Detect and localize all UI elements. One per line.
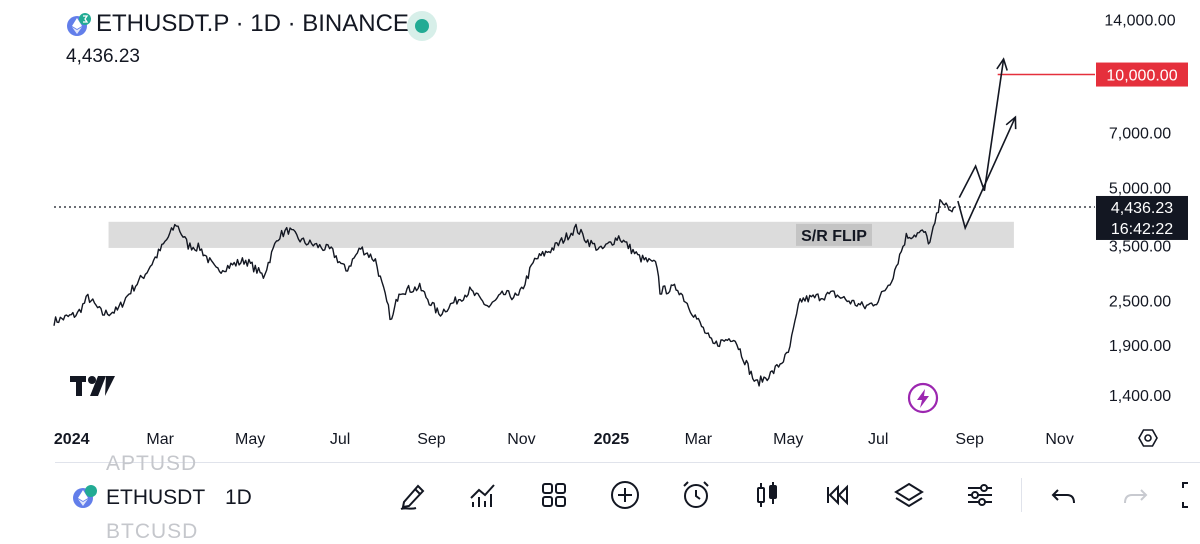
y-tick-label: 1,900.00 (1109, 338, 1171, 355)
sr-zone (108, 221, 1014, 248)
y-tick-label: 7,000.00 (1109, 126, 1171, 143)
x-tick-label: 2025 (594, 431, 630, 448)
x-tick-label: Nov (507, 431, 535, 448)
last-price-label-bg (1096, 195, 1188, 240)
x-tick-label: Sep (955, 431, 984, 448)
sr-zone-label: S/R FLIP (801, 228, 867, 245)
x-tick-label: Nov (1045, 431, 1073, 448)
toolbar-vertical-divider (1021, 478, 1022, 512)
projection-path-1 (958, 58, 1005, 198)
market-status-icon (407, 11, 437, 41)
price-series-line (53, 198, 956, 387)
tradingview-logo-icon (70, 372, 118, 403)
pencil-icon[interactable] (396, 478, 430, 512)
settings-icon[interactable] (963, 478, 997, 512)
y-tick-label: 5,000.00 (1109, 180, 1171, 197)
projection-arrowhead-1 (996, 57, 1008, 71)
x-tick-label: May (773, 431, 803, 448)
projection-path-2 (957, 116, 1017, 231)
projection-arrowhead-2 (1005, 115, 1017, 130)
x-tick-label: Mar (685, 431, 713, 448)
x-tick-label: May (235, 431, 265, 448)
layouts-icon[interactable] (537, 478, 571, 512)
eth-logo-icon (66, 12, 92, 38)
y-tick-label: 2,500.00 (1109, 293, 1171, 310)
x-tick-label: 2024 (54, 431, 90, 448)
x-tick-label: Jul (330, 431, 350, 448)
toolbar-divider (55, 462, 1200, 463)
replay-icon[interactable] (821, 478, 855, 512)
add-icon[interactable] (608, 478, 642, 512)
y-tick-label: 14,000.00 (1104, 13, 1175, 30)
y-tick-label: 3,500.00 (1109, 239, 1171, 256)
redo-icon[interactable] (1118, 478, 1152, 512)
toolbar-eth-icon (72, 484, 98, 510)
x-tick-label: Jul (868, 431, 888, 448)
toolbar-symbol[interactable]: ETHUSDT (106, 486, 206, 509)
axis-settings-icon-center (1144, 434, 1152, 442)
x-tick-label: Mar (146, 431, 174, 448)
undo-icon[interactable] (1047, 478, 1081, 512)
ghost-symbol-above: APTUSD (106, 452, 198, 475)
x-tick-label: Sep (417, 431, 446, 448)
last-price-value: 4,436.23 (66, 46, 140, 67)
target-price-label: 10,000.00 (1106, 68, 1177, 85)
sr-zone-label-bg (796, 223, 873, 246)
symbol-title[interactable]: ETHUSDT.P · 1D · BINANCE (96, 10, 409, 37)
bottom-toolbar (0, 462, 1200, 532)
layers-icon[interactable] (892, 478, 926, 512)
price-chart[interactable]: S/R FLIP 14,000.00 7,000.00 5,000.00 3,500.… (0, 0, 1200, 460)
fullscreen-icon[interactable] (1180, 478, 1200, 512)
bar-countdown-label: 16:42:22 (1111, 221, 1173, 238)
last-price-label: 4,436.23 (1111, 200, 1173, 217)
axis-settings-icon[interactable] (1138, 429, 1158, 447)
toolbar-interval[interactable]: 1D (225, 486, 252, 509)
ghost-symbol-below: BTCUSD (106, 520, 199, 543)
candles-icon[interactable] (750, 478, 784, 512)
target-price-label-bg (1096, 62, 1188, 87)
alarm-icon[interactable] (679, 478, 713, 512)
indicators-icon[interactable] (466, 478, 500, 512)
flash-icon[interactable] (907, 382, 939, 414)
y-tick-label: 1,400.00 (1109, 388, 1171, 405)
